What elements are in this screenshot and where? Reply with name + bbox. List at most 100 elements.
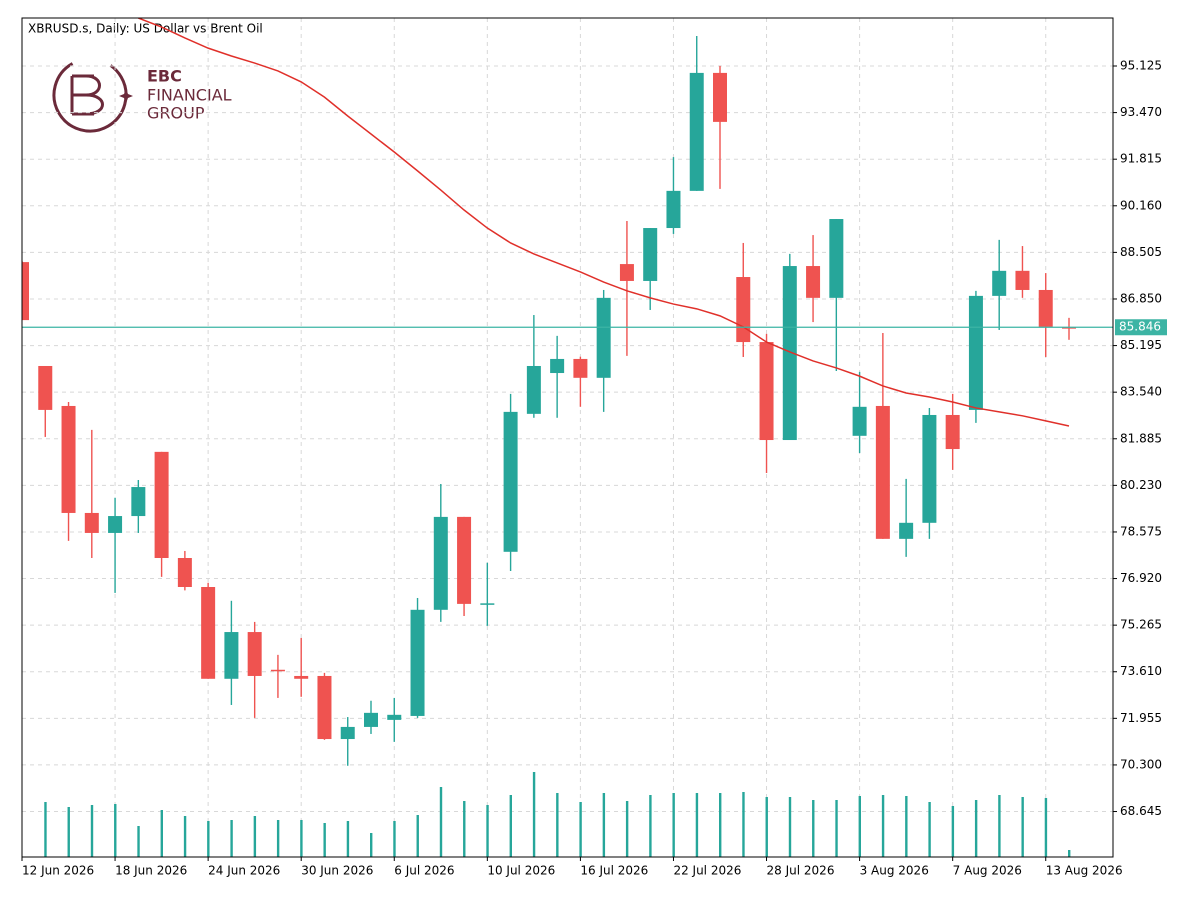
candle-body (550, 358, 565, 374)
volume-bar (1021, 797, 1024, 857)
volume-bar (858, 796, 861, 857)
candle-body (387, 714, 402, 720)
volume-bar (672, 793, 675, 857)
candle-body (340, 726, 355, 740)
candle-body (22, 262, 29, 321)
candle-body (875, 405, 890, 539)
y-tick-label: 90.160 (1120, 198, 1162, 212)
volume-bar (719, 793, 722, 857)
candle-body (201, 586, 216, 679)
y-tick-label: 95.125 (1120, 59, 1162, 73)
candle-body (61, 405, 76, 513)
volume-bar (881, 795, 885, 857)
volume-bar (114, 804, 117, 857)
x-tick-label: 13 Aug 2026 (1046, 864, 1123, 878)
y-tick-label: 91.815 (1120, 152, 1162, 166)
candle-body (84, 512, 99, 533)
y-tick-label: 78.575 (1120, 524, 1162, 538)
candle-body (643, 228, 658, 281)
volume-bar (253, 816, 257, 857)
volume-bar (207, 821, 210, 857)
volume-bar (835, 800, 838, 857)
volume-bar (439, 787, 443, 857)
volume-bar (788, 797, 792, 857)
x-tick-label: 6 Jul 2026 (394, 864, 454, 878)
x-tick-label: 10 Jul 2026 (487, 864, 555, 878)
y-tick-label: 71.955 (1120, 711, 1162, 725)
x-tick-label: 18 Jun 2026 (115, 864, 187, 878)
volume-bar (276, 820, 280, 857)
volume-bar (486, 805, 489, 857)
candle-body (480, 603, 495, 605)
volume-bar (230, 820, 233, 857)
volume-bar (44, 802, 47, 857)
x-tick-label: 30 Jun 2026 (301, 864, 373, 878)
logo-line: FINANCIAL (147, 86, 232, 105)
last-price-label: 85.846 (1119, 320, 1161, 334)
volume-bar (765, 797, 768, 857)
x-tick-label: 3 Aug 2026 (860, 864, 929, 878)
logo-star (119, 89, 133, 103)
candle-body (294, 675, 309, 679)
y-tick-label: 76.920 (1120, 571, 1162, 585)
candle-body (759, 342, 774, 441)
volume-bar (509, 795, 512, 857)
candle-body (457, 516, 472, 604)
plot-frame (21, 17, 1114, 858)
plot (22, 18, 1076, 857)
volume-bar (90, 805, 94, 857)
logo-name: EBC (147, 67, 182, 86)
y-tick-label: 68.645 (1120, 804, 1162, 818)
candle-body (154, 451, 169, 559)
volume-bar (137, 826, 140, 857)
volume-bar (812, 800, 815, 857)
volume-bar (742, 792, 745, 857)
logo-ring (52, 57, 128, 133)
candle-body (666, 190, 681, 229)
candle-body (899, 522, 914, 539)
volume-bar (649, 795, 652, 857)
x-tick-label: 12 Jun 2026 (22, 864, 94, 878)
x-tick-label: 7 Aug 2026 (953, 864, 1022, 878)
candle-body (503, 411, 518, 552)
volume-bar (370, 833, 373, 857)
volume-bar (928, 802, 931, 857)
volume-bar (416, 815, 419, 857)
candle-body (177, 558, 192, 587)
candle-body (619, 264, 634, 281)
volume-bar (160, 810, 163, 857)
volume-bar (556, 793, 559, 857)
y-tick-label: 86.850 (1120, 291, 1162, 305)
candle-body (713, 72, 727, 122)
y-tick-label: 85.195 (1120, 338, 1162, 352)
volume-bar (300, 820, 303, 857)
volume-bar (579, 802, 582, 857)
volume-bar (905, 796, 908, 857)
candle-body (968, 295, 983, 410)
volume-bar (602, 793, 606, 857)
candle-body (38, 365, 53, 410)
y-tick-label: 88.505 (1120, 245, 1162, 259)
candle-body (526, 365, 541, 414)
candle-body (992, 270, 1007, 296)
volume-bar (1044, 798, 1048, 857)
volume-bar (695, 793, 699, 857)
volume-bar (1068, 850, 1071, 857)
candle-body (433, 516, 448, 610)
candle-body (1015, 270, 1030, 290)
candle-body (596, 297, 611, 378)
logo-mark (70, 74, 104, 116)
x-tick-label: 22 Jul 2026 (673, 864, 741, 878)
candle-body (270, 669, 285, 672)
candle-body (736, 277, 751, 343)
candle-body (806, 266, 821, 298)
volume-bar (951, 806, 955, 857)
y-tick-label: 81.885 (1120, 431, 1162, 445)
volume-bar (67, 807, 70, 857)
candle-body (922, 414, 937, 523)
candle-body (1062, 327, 1076, 329)
volume-bar (393, 821, 396, 857)
chart-title: XBRUSD.s, Daily: US Dollar vs Brent Oil (28, 22, 263, 36)
candle-body (364, 712, 378, 727)
y-tick-label: 80.230 (1120, 478, 1162, 492)
